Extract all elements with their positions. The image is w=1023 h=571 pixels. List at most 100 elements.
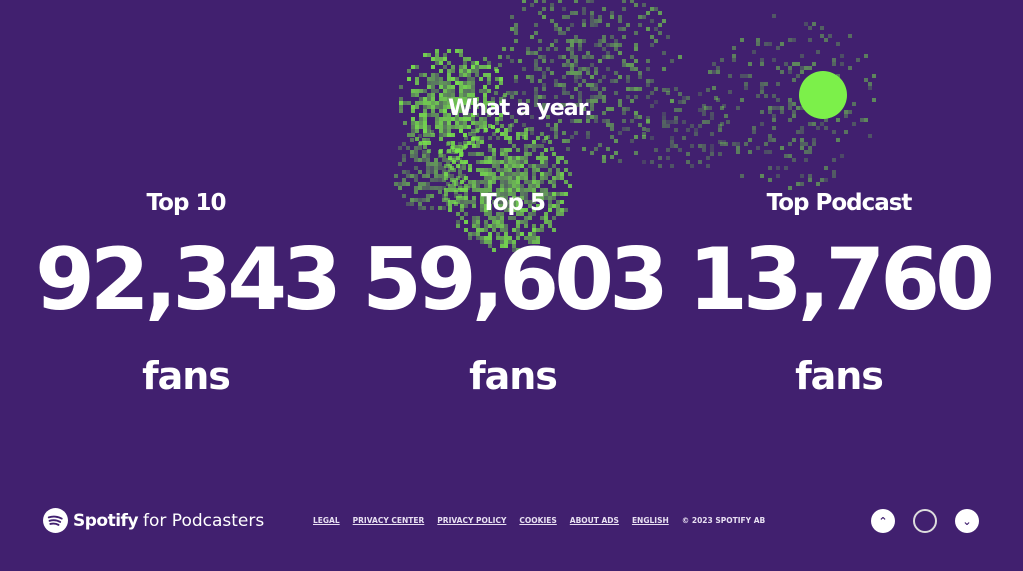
- pixel: [471, 89, 475, 93]
- pixel: [530, 79, 534, 83]
- pixel: [804, 158, 808, 162]
- pixel: [562, 103, 566, 107]
- pixel: [728, 74, 732, 78]
- pixel: [582, 7, 586, 11]
- link-cookies[interactable]: COOKIES: [519, 516, 557, 525]
- pixel: [710, 152, 714, 156]
- pixel: [426, 158, 430, 162]
- pixel: [666, 156, 670, 160]
- next-button[interactable]: ⌄: [955, 509, 979, 533]
- pixel: [586, 131, 590, 135]
- pixel: [864, 78, 868, 82]
- pixel: [562, 75, 566, 79]
- pixel: [518, 59, 522, 63]
- pixel: [610, 155, 614, 159]
- pixel: [406, 174, 410, 178]
- pixel: [554, 47, 558, 51]
- pixel: [487, 89, 491, 93]
- pixel: [411, 93, 415, 97]
- pixel: [471, 117, 475, 121]
- pixel: [458, 162, 462, 166]
- pixel: [816, 50, 820, 54]
- pixel: [512, 184, 516, 188]
- pixel: [622, 27, 626, 31]
- pixel: [492, 180, 496, 184]
- pixel: [702, 112, 706, 116]
- pixel: [524, 160, 528, 164]
- pixel: [536, 240, 540, 244]
- pixel: [542, 107, 546, 111]
- pixel: [464, 188, 468, 192]
- pixel: [419, 141, 423, 145]
- pixel: [411, 65, 415, 69]
- link-about-ads[interactable]: ABOUT ADS: [569, 516, 619, 525]
- pixel: [554, 95, 558, 99]
- pixel: [570, 95, 574, 99]
- link-privacy-center[interactable]: PRIVACY CENTER: [352, 516, 425, 525]
- pixel: [471, 69, 475, 73]
- pixel: [444, 192, 448, 196]
- pixel: [610, 11, 614, 15]
- pixel: [848, 110, 852, 114]
- pixel: [496, 136, 500, 140]
- pixel: [415, 121, 419, 125]
- link-english[interactable]: ENGLISH: [631, 516, 669, 525]
- pixel: [450, 150, 454, 154]
- pixel: [610, 123, 614, 127]
- pixel: [504, 172, 508, 176]
- pixel: [460, 180, 464, 184]
- pixel: [423, 129, 427, 133]
- pixel: [808, 122, 812, 126]
- pixel: [504, 136, 508, 140]
- pixel: [488, 176, 492, 180]
- pixel: [454, 150, 458, 154]
- pixel: [670, 140, 674, 144]
- pixel: [582, 39, 586, 43]
- pixel: [447, 125, 451, 129]
- pixel: [466, 186, 470, 190]
- pixel: [488, 196, 492, 200]
- link-legal[interactable]: LEGAL: [313, 516, 340, 525]
- pixel: [524, 200, 528, 204]
- pixel: [522, 91, 526, 95]
- spotify-for-podcasters-logo[interactable]: Spotify for Podcasters: [43, 508, 264, 533]
- pixel: [562, 63, 566, 67]
- pixel: [506, 91, 510, 95]
- pixel: [800, 54, 804, 58]
- pixel: [800, 142, 804, 146]
- pixel: [446, 198, 450, 202]
- link-privacy-policy[interactable]: PRIVACY POLICY: [437, 516, 507, 525]
- pixel: [768, 134, 772, 138]
- pixel: [538, 11, 542, 15]
- pixel: [868, 134, 872, 138]
- pixel: [500, 172, 504, 176]
- pixel: [670, 164, 674, 168]
- pixel: [451, 85, 455, 89]
- pixel: [439, 77, 443, 81]
- pixel: [550, 127, 554, 131]
- pixel: [832, 158, 836, 162]
- pixel: [435, 61, 439, 65]
- pixel: [460, 208, 464, 212]
- pixel: [487, 81, 491, 85]
- pixel: [410, 202, 414, 206]
- pixel: [452, 188, 456, 192]
- pixel: [499, 97, 503, 101]
- pixel: [456, 220, 460, 224]
- pixel: [566, 63, 570, 67]
- pixel: [460, 216, 464, 220]
- pixel: [438, 190, 442, 194]
- pixel: [516, 236, 520, 240]
- pixel: [516, 220, 520, 224]
- pixel: [582, 19, 586, 23]
- pixel: [472, 152, 476, 156]
- pixel: [520, 208, 524, 212]
- pixel: [796, 62, 800, 66]
- pixel: [508, 176, 512, 180]
- pixel: [610, 35, 614, 39]
- previous-button[interactable]: ⌃: [871, 509, 895, 533]
- pixel: [610, 55, 614, 59]
- pixel: [548, 168, 552, 172]
- pixel: [694, 128, 698, 132]
- pixel: [488, 124, 492, 128]
